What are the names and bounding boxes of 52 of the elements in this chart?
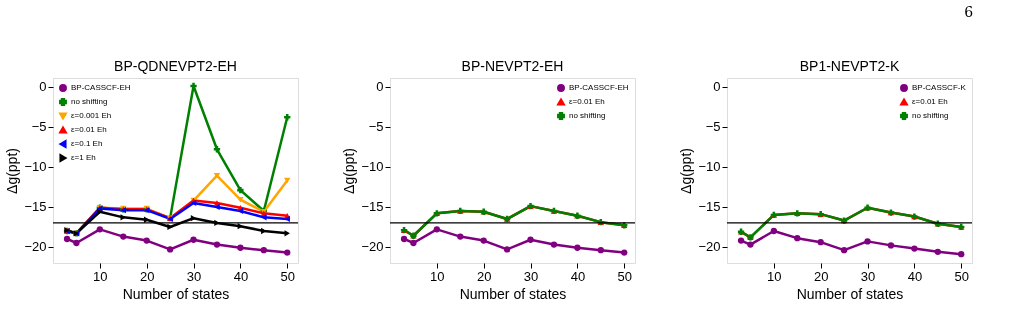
x-axis-title: Number of states	[796, 285, 904, 302]
x-tick-label: 40	[570, 268, 586, 284]
x-tick-label: 20	[139, 268, 155, 284]
x-tick-label: 10	[93, 268, 108, 284]
x-tick-label: 50	[280, 268, 295, 284]
legend-label: ε=0.01 Eh	[912, 97, 948, 106]
chart-title: BP-NEVPT2-EH	[461, 58, 564, 74]
legend-label: ε=0.1 Eh	[71, 139, 103, 148]
x-tick-label: 10	[430, 268, 445, 284]
y-tick-label: −5	[368, 119, 384, 135]
x-tick-label: 10	[767, 268, 782, 284]
y-tick-label: −15	[24, 199, 47, 215]
y-tick-label: −15	[698, 199, 721, 215]
x-tick-label: 20	[476, 268, 492, 284]
y-axis-title: Δg(ppt)	[341, 148, 358, 194]
chart-title: BP1-NEVPT2-K	[799, 58, 900, 74]
x-tick-label: 20	[813, 268, 829, 284]
chart-title: BP-QDNEVPT2-EH	[114, 58, 237, 74]
x-tick-label: 30	[523, 268, 539, 284]
legend-label: ε=1 Eh	[71, 153, 96, 162]
y-tick-label: 0	[713, 79, 721, 95]
x-tick-label: 50	[954, 268, 969, 284]
y-tick-label: 0	[39, 79, 47, 95]
legend-label: BP-CASSCF-EH	[569, 83, 629, 92]
text: 6	[964, 3, 974, 20]
y-tick-label: −5	[705, 119, 721, 135]
legend-label: no shifting	[569, 111, 606, 120]
legend-label: ε=0.01 Eh	[569, 97, 605, 106]
legend-label: ε=0.001 Eh	[71, 111, 112, 120]
x-tick-label: 40	[233, 268, 249, 284]
y-axis-title: Δg(ppt)	[678, 148, 695, 194]
y-tick-label: −20	[698, 239, 721, 255]
y-tick-label: −10	[361, 159, 384, 175]
y-tick-label: −20	[361, 239, 384, 255]
x-tick-label: 30	[186, 268, 202, 284]
x-axis-title: Number of states	[459, 285, 567, 302]
y-tick-label: 0	[376, 79, 384, 95]
y-tick-label: −10	[24, 159, 47, 175]
y-tick-label: −15	[361, 199, 384, 215]
x-axis-title: Number of states	[122, 285, 230, 302]
legend-label: ε=0.01 Eh	[71, 125, 107, 134]
legend-label: BP-CASSCF-EH	[71, 83, 131, 92]
x-tick-label: 40	[907, 268, 923, 284]
legend-label: no shifting	[71, 97, 108, 106]
legend-label: BP-CASSCF-K	[912, 83, 967, 92]
x-tick-label: 30	[860, 268, 876, 284]
y-tick-label: −10	[698, 159, 721, 175]
x-tick-label: 50	[617, 268, 632, 284]
y-axis-title: Δg(ppt)	[4, 148, 21, 194]
y-tick-label: −20	[24, 239, 47, 255]
legend-label: no shifting	[912, 111, 949, 120]
y-tick-label: −5	[31, 119, 47, 135]
